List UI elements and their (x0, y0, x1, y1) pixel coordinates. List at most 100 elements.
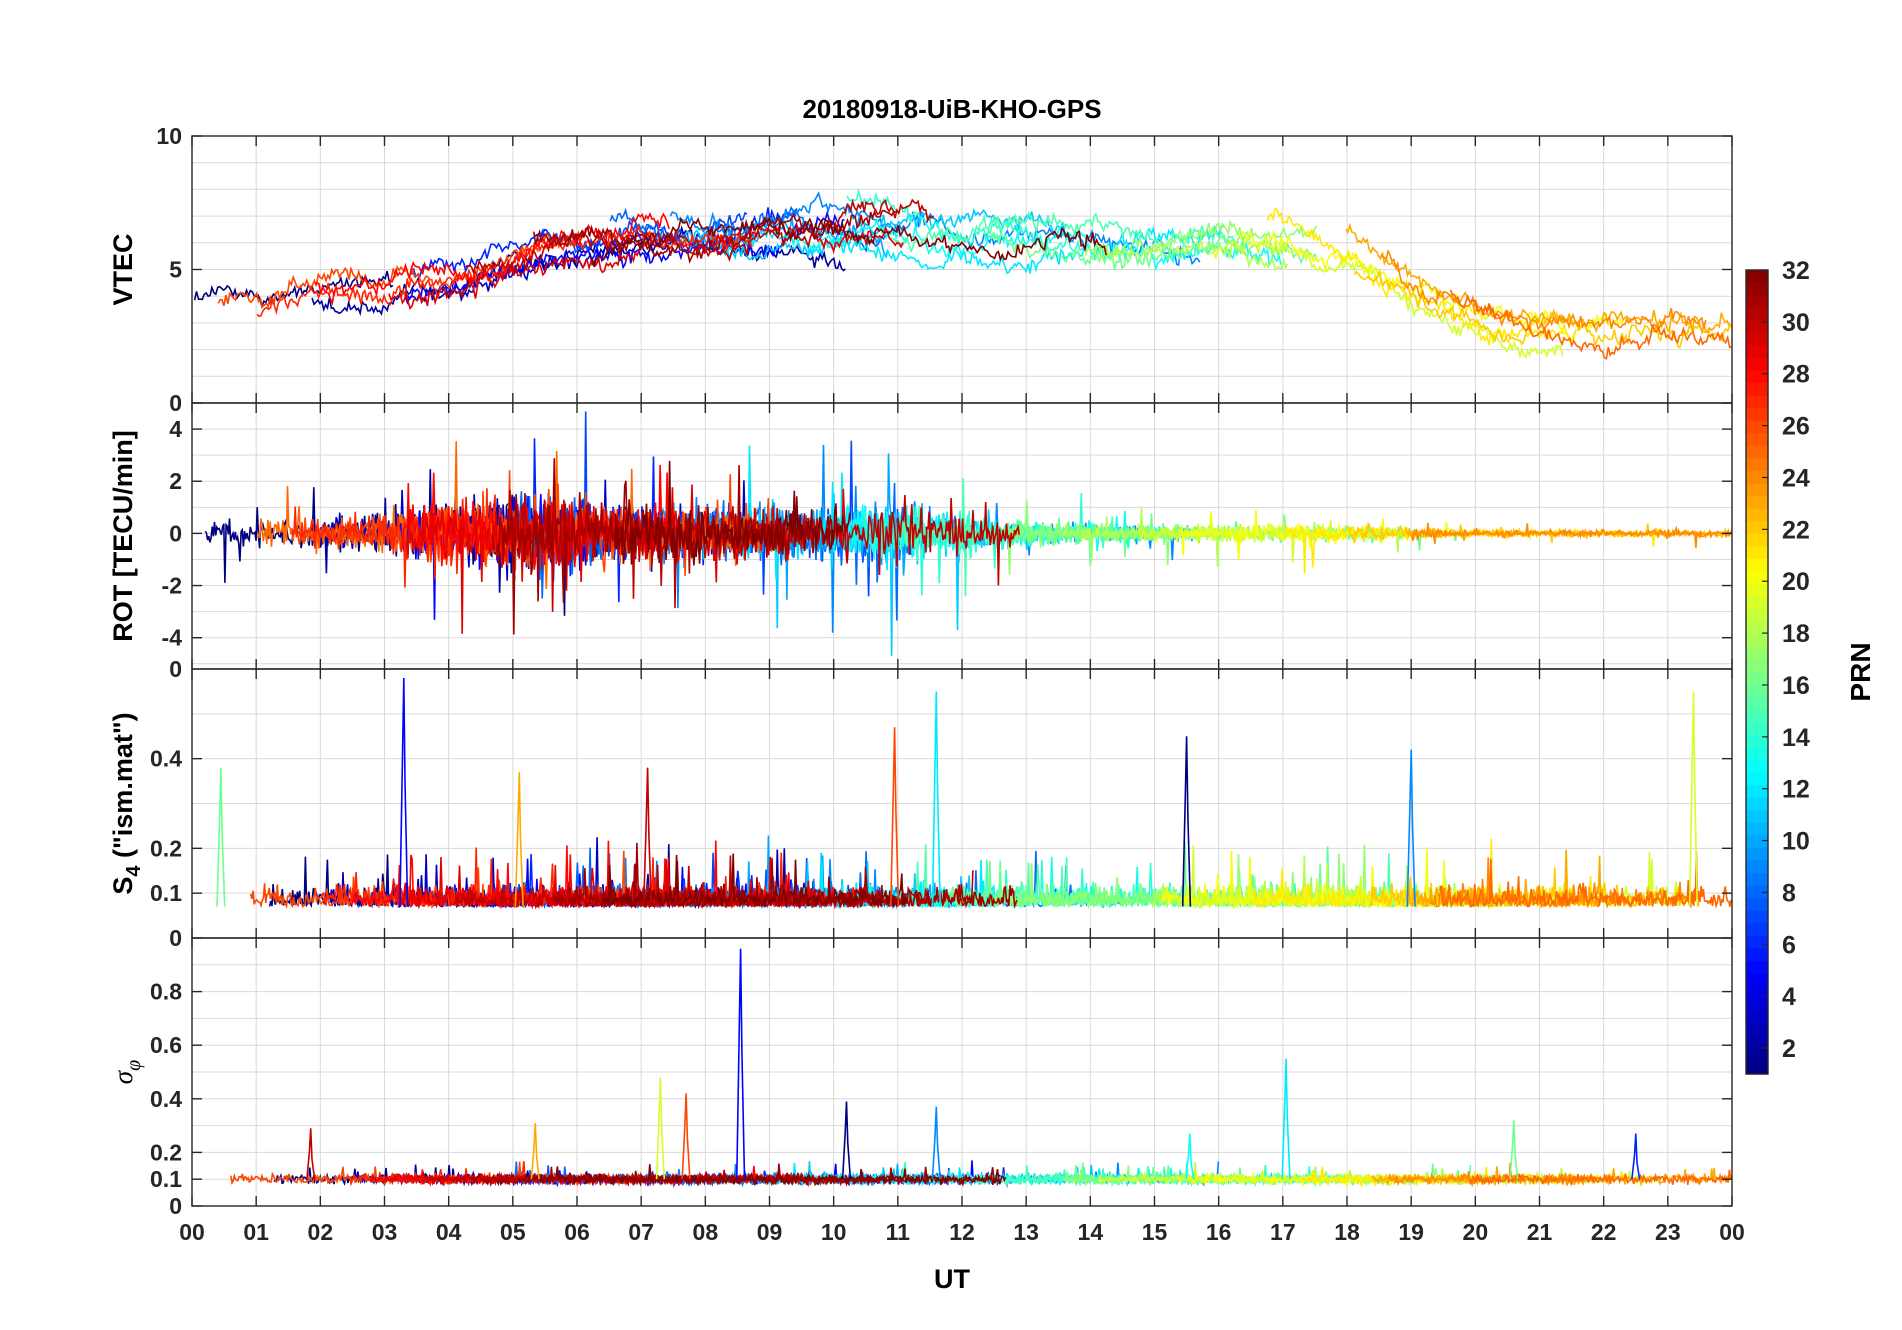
colorbar-segment (1746, 772, 1768, 786)
x-tick-label: 01 (243, 1219, 269, 1245)
x-tick-label: 00 (179, 1219, 205, 1245)
colorbar-segment (1746, 734, 1768, 748)
y-tick-label-sigma: 0.6 (150, 1032, 182, 1058)
series-vtec-prn-14 (846, 188, 1097, 256)
colorbar-segment (1746, 621, 1768, 635)
colorbar-tick-label: 12 (1782, 776, 1810, 804)
x-tick-label: 09 (757, 1219, 783, 1245)
x-tick-label: 05 (500, 1219, 526, 1245)
y-ticks-vtec: 0 5 10 (156, 123, 1732, 416)
colorbar-segment (1746, 546, 1768, 560)
colorbar-segment (1746, 659, 1768, 673)
colorbar-segment (1746, 747, 1768, 761)
colorbar-segment (1746, 986, 1768, 1000)
colorbar-segment (1746, 646, 1768, 661)
peak-sigma-7 (530, 1122, 540, 1180)
colorbar-segment (1746, 709, 1768, 723)
colorbar-segment (1746, 860, 1768, 874)
colorbar-segment (1746, 1011, 1768, 1025)
x-tick-label: 08 (693, 1219, 719, 1245)
colorbar-segment (1746, 847, 1768, 862)
series-vtec-prn-13 (782, 216, 1282, 272)
y-tick-label-rot: 2 (169, 468, 182, 494)
x-tick-label: 22 (1591, 1219, 1617, 1245)
series-vtec-prn-1 (193, 270, 394, 310)
peak-sigma-0 (736, 948, 746, 1180)
colorbar-segment (1746, 445, 1768, 460)
colorbar-segment (1746, 420, 1768, 434)
colorbar-tick-label: 14 (1782, 724, 1810, 752)
y-tick-label-rot: -4 (162, 625, 183, 651)
colorbar-segment (1746, 810, 1768, 824)
colorbar-segment (1746, 408, 1768, 422)
colorbar-segment (1746, 697, 1768, 711)
y-axis-label-rot: ROT [TECU/min] (108, 430, 138, 641)
series-sigma-prn-32 (516, 1164, 1007, 1187)
colorbar-segment (1746, 1036, 1768, 1050)
series-sigma-prn-23 (1371, 1166, 1732, 1187)
series-rot-prn-31 (491, 458, 835, 635)
peak-sigma-9 (1631, 1133, 1641, 1180)
y-tick-label-rot: -2 (162, 573, 182, 599)
colorbar-segment (1746, 948, 1768, 962)
colorbar-segment (1746, 935, 1768, 949)
x-tick-label: 16 (1206, 1219, 1232, 1245)
series-vtec-prn-17 (1096, 219, 1318, 263)
y-tick-label-s4: 0.1 (150, 880, 182, 906)
peak-s4-1 (931, 691, 941, 907)
peak-sigma-4 (841, 1101, 852, 1180)
series-sigma (230, 948, 1732, 1189)
colorbar-frame (1745, 269, 1769, 1075)
chart-title: 20180918-UiB-KHO-GPS (802, 94, 1101, 124)
x-tick-label: 18 (1334, 1219, 1360, 1245)
colorbar-segment (1746, 370, 1768, 384)
series-rot-prn-24 (1411, 522, 1732, 548)
colorbar-tick-label: 20 (1782, 568, 1810, 596)
colorbar-tick-label: 16 (1782, 672, 1810, 700)
series-vtec-prn-23 (1345, 222, 1730, 336)
peak-sigma-6 (1509, 1120, 1519, 1180)
panel-s4: 0 0.1 0.2 0.4 0 S4 ("ism.mat") (108, 656, 1733, 951)
series-sigma-prn-25 (1468, 1169, 1732, 1187)
panel-vtec: 0 5 10 VTEC (108, 123, 1733, 416)
colorbar-segment (1746, 1048, 1768, 1063)
colorbar-segment (1746, 998, 1768, 1012)
x-tick-label: 23 (1655, 1219, 1681, 1245)
series-rot-prn-27 (291, 488, 504, 588)
x-tick-label: 03 (372, 1219, 398, 1245)
colorbar-segment (1746, 960, 1768, 975)
colorbar-segment (1746, 885, 1768, 899)
colorbar-tick-label: 10 (1782, 828, 1810, 856)
series-vtec-prn-20 (1238, 229, 1627, 341)
series-vtec-prn-28 (314, 211, 670, 306)
y-ticks-rot: -4 -2 0 2 4 (162, 416, 1732, 651)
series-rot-prn-32 (614, 460, 851, 566)
peak-s4-7 (514, 772, 524, 907)
colorbar-segment (1746, 508, 1768, 522)
colorbar-segment (1746, 822, 1768, 836)
colorbar-segment (1746, 383, 1768, 397)
peak-sigma-2 (655, 1077, 666, 1180)
series-vtec-prn-32 (589, 216, 1107, 268)
colorbar-segment (1746, 835, 1768, 849)
colorbar-segment (1746, 458, 1768, 472)
colorbar-tick-label: 6 (1782, 931, 1796, 959)
peak-s4-6 (216, 767, 226, 907)
x-tick-label: 13 (1013, 1219, 1039, 1245)
series-sigma-prn-27 (349, 1161, 549, 1187)
y-tick-label-vtec: 0 (169, 390, 182, 416)
peak-s4-5 (1406, 749, 1416, 907)
x-tick-label: 06 (564, 1219, 590, 1245)
colorbar-tick-label: 26 (1782, 413, 1810, 441)
colorbar-segment (1746, 571, 1768, 585)
colorbar-segment (1746, 634, 1768, 648)
y-axis-label-vtec: VTEC (108, 233, 138, 305)
x-tick-label: 21 (1527, 1219, 1553, 1245)
peak-s4-2 (1688, 691, 1699, 907)
series-vtec-prn-24 (1380, 248, 1707, 332)
y-tick-label-vtec: 5 (169, 257, 182, 283)
colorbar-tick-label: 28 (1782, 361, 1810, 389)
